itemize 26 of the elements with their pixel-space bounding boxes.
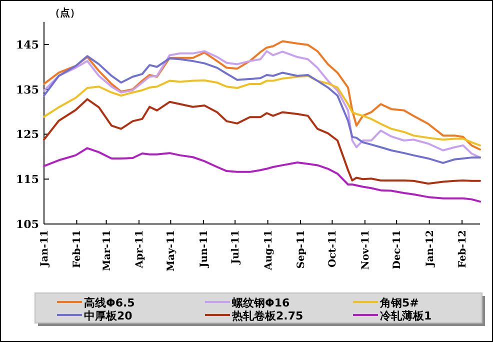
- legend-label: 中厚板20: [84, 310, 133, 322]
- x-tick-label: Aug-11: [263, 230, 274, 272]
- y-axis-title: （点）: [50, 7, 80, 19]
- y-tick-label: 145: [16, 38, 39, 52]
- legend-label: 螺纹钢Φ16: [231, 296, 290, 310]
- legend-label: 冷轧薄板1: [380, 310, 432, 322]
- x-tick-label: Jan-12: [424, 230, 436, 268]
- x-tick-label: Mar-11: [102, 230, 113, 271]
- y-tick-label: 135: [16, 83, 39, 96]
- x-tick-label: Jan-11: [40, 230, 50, 268]
- y-tick-label: 105: [16, 218, 39, 231]
- x-tick-label: Sep-11: [296, 230, 308, 269]
- legend-label: 角钢5#: [379, 296, 419, 310]
- x-tick-label: Oct-11: [328, 230, 339, 268]
- x-tick-label: Apr-11: [134, 230, 146, 270]
- x-tick-label: Feb-12: [458, 230, 469, 268]
- x-tick-label: Jul-11: [230, 230, 242, 265]
- legend-label: 热轧卷板2.75: [231, 310, 304, 322]
- x-tick-label: Dec-11: [392, 230, 404, 270]
- x-tick-label: Jun-11: [198, 230, 210, 268]
- y-tick-label: 125: [16, 128, 39, 142]
- x-tick-label: May-11: [166, 230, 178, 272]
- y-tick-label: 115: [16, 173, 39, 186]
- x-tick-label: Nov-11: [360, 230, 372, 270]
- legend-label: 高线Φ6.5: [84, 296, 135, 310]
- x-tick-label: Feb-11: [72, 230, 84, 268]
